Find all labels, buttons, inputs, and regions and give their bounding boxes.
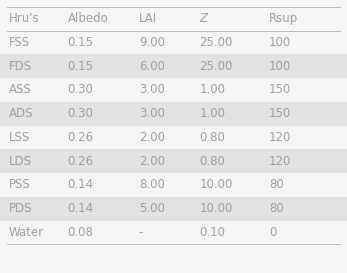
Text: 3.00: 3.00 (139, 107, 165, 120)
Text: 10.00: 10.00 (200, 179, 233, 191)
Bar (0, 149, 347, 173)
Bar (0, 173, 347, 197)
Text: 120: 120 (269, 131, 291, 144)
Bar (0, 221, 347, 244)
Text: 0: 0 (269, 226, 276, 239)
Text: 80: 80 (269, 202, 284, 215)
Bar (0, 54, 347, 78)
Text: 0.15: 0.15 (68, 36, 94, 49)
Text: 0.80: 0.80 (200, 131, 226, 144)
Bar (0, 31, 347, 54)
Text: 0.14: 0.14 (68, 179, 94, 191)
Bar (0, 126, 347, 149)
Text: PDS: PDS (9, 202, 32, 215)
Text: 6.00: 6.00 (139, 60, 165, 73)
Text: 5.00: 5.00 (139, 202, 165, 215)
Text: Water: Water (9, 226, 44, 239)
Text: 0.15: 0.15 (68, 60, 94, 73)
Text: LAI: LAI (139, 12, 157, 25)
Text: 25.00: 25.00 (200, 60, 233, 73)
Text: 1.00: 1.00 (200, 107, 226, 120)
Text: 0.08: 0.08 (68, 226, 94, 239)
Text: FDS: FDS (9, 60, 32, 73)
Bar (0, 102, 347, 126)
Text: -: - (139, 226, 143, 239)
Text: 0.10: 0.10 (200, 226, 226, 239)
Text: 100: 100 (269, 60, 291, 73)
Text: 0.30: 0.30 (68, 107, 94, 120)
Text: 2.00: 2.00 (139, 155, 165, 168)
Text: FSS: FSS (9, 36, 30, 49)
Text: 150: 150 (269, 107, 291, 120)
Bar (0, 197, 347, 221)
Text: 0.26: 0.26 (68, 131, 94, 144)
Text: 0.26: 0.26 (68, 155, 94, 168)
Text: 100: 100 (269, 36, 291, 49)
Bar (0, 7, 347, 31)
Text: 10.00: 10.00 (200, 202, 233, 215)
Text: 3.00: 3.00 (139, 84, 165, 96)
Text: LSS: LSS (9, 131, 30, 144)
Text: ASS: ASS (9, 84, 32, 96)
Text: Rsup: Rsup (269, 12, 298, 25)
Text: 25.00: 25.00 (200, 36, 233, 49)
Text: 8.00: 8.00 (139, 179, 165, 191)
Text: Hru's: Hru's (9, 12, 39, 25)
Text: 0.14: 0.14 (68, 202, 94, 215)
Text: 80: 80 (269, 179, 284, 191)
Text: ADS: ADS (9, 107, 33, 120)
Text: Albedo: Albedo (68, 12, 108, 25)
Text: Z: Z (200, 12, 208, 25)
Text: 0.80: 0.80 (200, 155, 226, 168)
Text: 120: 120 (269, 155, 291, 168)
Text: 150: 150 (269, 84, 291, 96)
Text: 1.00: 1.00 (200, 84, 226, 96)
Text: 2.00: 2.00 (139, 131, 165, 144)
Bar (0, 78, 347, 102)
Text: 0.30: 0.30 (68, 84, 94, 96)
Text: PSS: PSS (9, 179, 31, 191)
Text: 9.00: 9.00 (139, 36, 165, 49)
Text: LDS: LDS (9, 155, 32, 168)
